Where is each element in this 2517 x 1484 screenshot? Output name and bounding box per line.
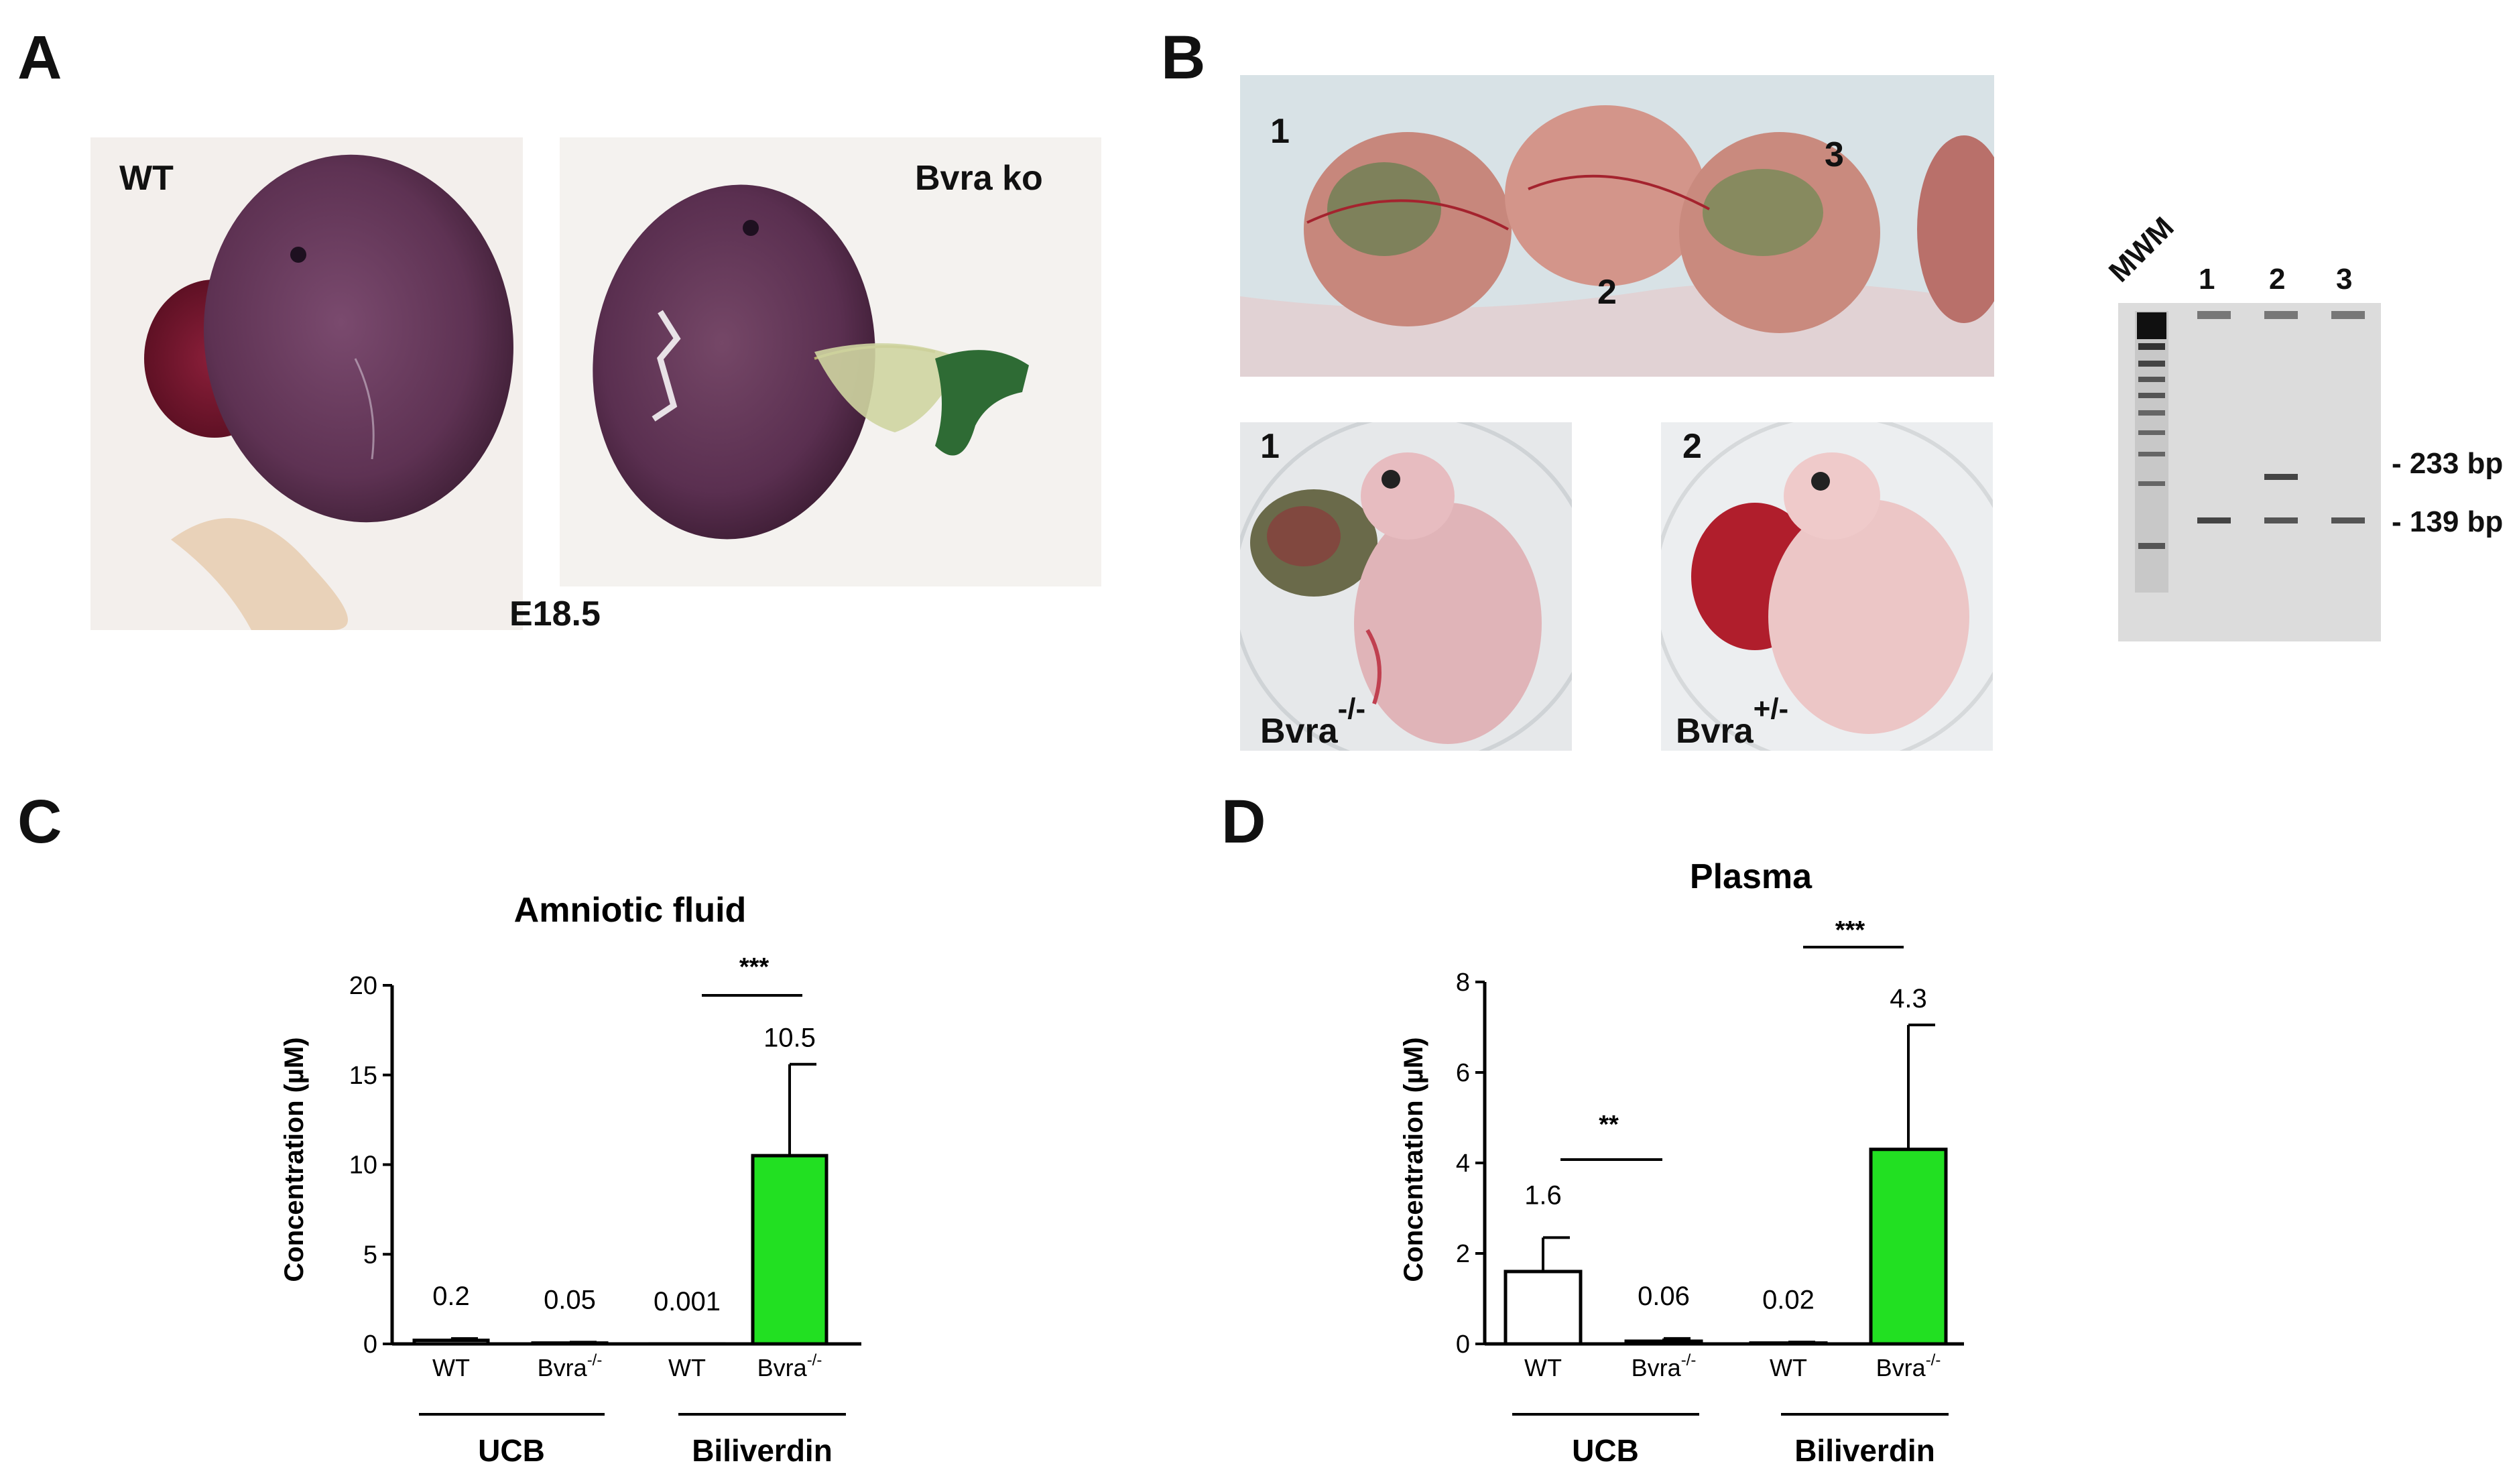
chart-d-bar — [1869, 1148, 1948, 1346]
chart-d-bar — [1503, 1270, 1583, 1346]
uterus-number-2: 2 — [1597, 273, 1617, 312]
chart-c-value-label: 0.05 — [544, 1285, 596, 1314]
panel-letter-b: B — [1161, 23, 1206, 92]
gel-band-233: - 233 bp — [2392, 447, 2504, 480]
chart-c-y-tick-label: 15 — [349, 1062, 377, 1090]
pup1-number: 1 — [1260, 427, 1280, 466]
chart-c-value-label: 10.5 — [763, 1024, 816, 1053]
chart-d-sig-label-1: *** — [1835, 916, 1865, 944]
chart-c-y-tick-label: 0 — [363, 1331, 377, 1359]
chart-c-category-label: Bvra-/- — [538, 1351, 603, 1381]
panel-letter-c: C — [17, 788, 62, 856]
chart-c-category-label: WT — [668, 1354, 706, 1381]
chart-d-y-tick-label: 6 — [1456, 1059, 1470, 1087]
pup2-genotype-sup: +/- — [1753, 692, 1789, 725]
wt-embryo-photo — [90, 137, 523, 630]
chart-c-category-label: Bvra-/- — [757, 1351, 822, 1381]
chart-c-group-biliverdin: Biliverdin — [692, 1433, 833, 1468]
chart-c-value-label: 0.2 — [432, 1282, 470, 1311]
chart-c-category-label: WT — [432, 1354, 470, 1381]
chart-d-category-label: WT — [1770, 1354, 1807, 1381]
chart-plasma: Plasma Concentration (µM) 0 2 4 6 8 1.6 WT 0.06… — [1399, 857, 1964, 1468]
gel-lane-2: 2 — [2269, 263, 2286, 296]
wt-label: WT — [119, 159, 174, 198]
uterus-number-3: 3 — [1825, 135, 1844, 174]
chart-d-y-tick-label: 0 — [1456, 1331, 1470, 1359]
chart-c-group-ucb: UCB — [478, 1433, 545, 1468]
uterus-photo — [1240, 75, 1994, 377]
chart-d-value-label: 1.6 — [1524, 1180, 1562, 1210]
chart-d-value-label: 0.02 — [1762, 1285, 1815, 1314]
gel-lane-3: 3 — [2336, 263, 2353, 296]
chart-d-group-biliverdin: Biliverdin — [1794, 1433, 1935, 1468]
panel-letter-a: A — [17, 23, 62, 92]
chart-c-bar — [751, 1154, 828, 1346]
chart-c-ylabel: Concentration (µM) — [280, 1037, 309, 1282]
chart-c-title: Amniotic fluid — [514, 891, 747, 930]
pup1-genotype-text: Bvra — [1260, 712, 1338, 751]
pup2-genotype: Bvra+/- — [1676, 694, 1788, 751]
chart-d-title: Plasma — [1690, 857, 1813, 896]
gel-image — [2118, 303, 2381, 641]
panel-letter-d: D — [1221, 788, 1266, 856]
pup2-genotype-text: Bvra — [1676, 712, 1754, 751]
chart-d-category-label: Bvra-/- — [1876, 1351, 1941, 1381]
chart-c-bar — [412, 1339, 490, 1346]
chart-d-value-label: 0.06 — [1638, 1282, 1690, 1311]
chart-d-sig-label-0: ** — [1599, 1111, 1619, 1139]
pup1-photo — [1240, 422, 1572, 751]
chart-c-sig-label: *** — [739, 953, 770, 981]
chart-d-category-label: WT — [1524, 1354, 1562, 1381]
chart-d-group-ucb: UCB — [1572, 1433, 1639, 1468]
chart-amniotic-fluid: Amniotic fluid Concentration (µM) 0 5 10 15… — [280, 891, 861, 1468]
chart-c-y-tick-label: 10 — [349, 1152, 377, 1180]
chart-c-y-tick-label: 20 — [349, 972, 377, 1000]
chart-d-category-label: Bvra-/- — [1632, 1351, 1697, 1381]
pup2-photo — [1661, 422, 1993, 751]
pup1-genotype-sup: -/- — [1337, 692, 1366, 725]
chart-d-y-tick-label: 2 — [1456, 1240, 1470, 1268]
chart-d-bar — [1624, 1339, 1703, 1346]
pup2-number: 2 — [1682, 427, 1702, 466]
bvra-ko-embryo-photo — [560, 137, 1101, 586]
uterus-number-1: 1 — [1270, 112, 1290, 151]
chart-c-y-tick-label: 5 — [363, 1241, 377, 1269]
gel-lane-1: 1 — [2199, 263, 2215, 296]
stage-label: E18.5 — [509, 595, 601, 633]
chart-d-value-label: 4.3 — [1890, 984, 1927, 1013]
gel-band-139: - 139 bp — [2392, 505, 2504, 538]
gel-marker-label: MWM — [2102, 210, 2181, 289]
pup1-genotype: Bvra-/- — [1260, 694, 1365, 751]
chart-d-ylabel: Concentration (µM) — [1399, 1037, 1428, 1282]
chart-c-value-label: 0.001 — [654, 1287, 721, 1316]
chart-d-y-tick-label: 4 — [1456, 1150, 1470, 1178]
bvra-ko-label: Bvra ko — [915, 159, 1043, 198]
chart-d-y-tick-label: 8 — [1456, 969, 1470, 997]
